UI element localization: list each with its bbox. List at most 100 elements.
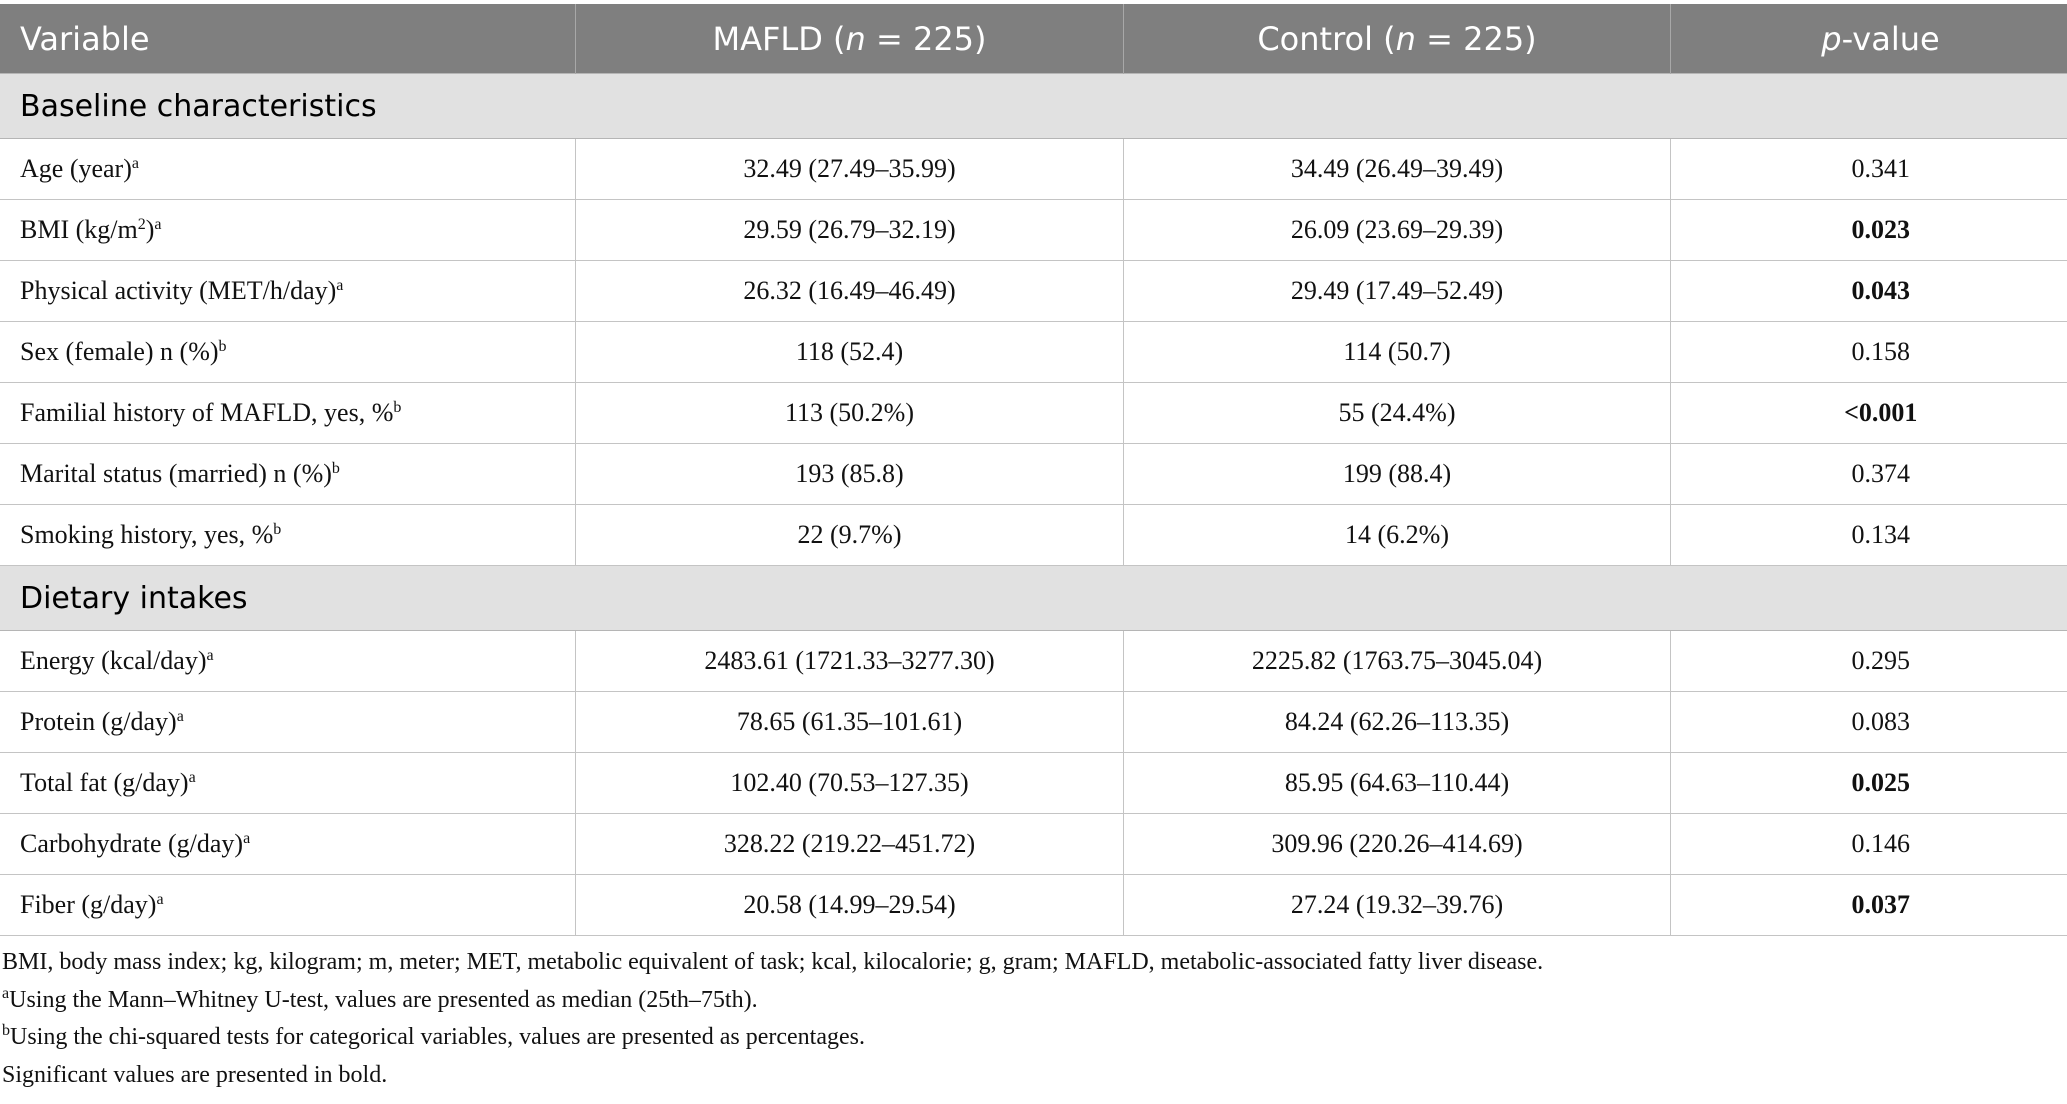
table-cell: Fiber (g/day)a bbox=[0, 874, 576, 936]
superscript: a bbox=[336, 277, 344, 294]
superscript: a bbox=[243, 830, 251, 847]
footnote: bUsing the chi-squared tests for categor… bbox=[0, 1019, 2067, 1057]
text-part: Variable bbox=[20, 19, 150, 58]
text-part: = 225) bbox=[1415, 19, 1537, 58]
text-part: Physical activity (MET/h/day) bbox=[20, 276, 337, 305]
text-part: = 225) bbox=[865, 19, 987, 58]
cell-text: 55 (24.4%) bbox=[1338, 398, 1456, 427]
table-cell: 27.24 (19.32–39.76) bbox=[1123, 874, 1671, 936]
cell-text: 193 (85.8) bbox=[795, 459, 904, 488]
footnote: aUsing the Mann–Whitney U-test, values a… bbox=[0, 982, 2067, 1020]
cell-text: 78.65 (61.35–101.61) bbox=[736, 707, 963, 736]
table-cell: Marital status (married) n (%)b bbox=[0, 443, 576, 505]
text-part: Total fat (g/day) bbox=[20, 768, 189, 797]
superscript: b bbox=[2, 1022, 10, 1039]
data-row: Total fat (g/day)a 102.40 (70.53–127.35) 8… bbox=[0, 752, 2067, 814]
table-cell: 34.49 (26.49–39.49) bbox=[1123, 138, 1671, 200]
table-cell: Carbohydrate (g/day)a bbox=[0, 813, 576, 875]
superscript: a bbox=[188, 769, 196, 786]
text-part: 0.158 bbox=[1851, 337, 1911, 366]
text-part: 0.341 bbox=[1851, 154, 1911, 183]
table-cell: 78.65 (61.35–101.61) bbox=[575, 691, 1124, 753]
footnote: Significant values are presented in bold… bbox=[0, 1057, 2067, 1095]
table-cell: 2225.82 (1763.75–3045.04) bbox=[1123, 630, 1671, 692]
header-row: Variable MAFLD (n = 225) Control (n = 225)… bbox=[0, 4, 2067, 74]
data-row: Protein (g/day)a 78.65 (61.35–101.61) 84.2… bbox=[0, 691, 2067, 753]
data-row: Fiber (g/day)a 20.58 (14.99–29.54) 27.24 (… bbox=[0, 874, 2067, 936]
table-cell: Physical activity (MET/h/day)a bbox=[0, 260, 576, 322]
data-table: Variable MAFLD (n = 225) Control (n = 225)… bbox=[0, 4, 2067, 936]
superscript: a bbox=[154, 216, 162, 233]
table-cell: 0.083 bbox=[1670, 691, 2067, 753]
cell-text: 27.24 (19.32–39.76) bbox=[1290, 890, 1504, 919]
cell-text: 26.09 (23.69–29.39) bbox=[1290, 215, 1504, 244]
table-cell: 0.374 bbox=[1670, 443, 2067, 505]
table-cell: 0.025 bbox=[1670, 752, 2067, 814]
text-part: Age (year) bbox=[20, 154, 132, 183]
text-part: Fiber (g/day) bbox=[20, 890, 157, 919]
text-part: BMI, body mass index; kg, kilogram; m, m… bbox=[2, 949, 1544, 975]
text-part: n bbox=[845, 19, 866, 58]
text-part: Energy (kcal/day) bbox=[20, 646, 207, 675]
table-cell: 0.037 bbox=[1670, 874, 2067, 936]
cell-text: 20.58 (14.99–29.54) bbox=[743, 890, 956, 919]
text-part: 0.043 bbox=[1851, 276, 1911, 305]
table-cell: 55 (24.4%) bbox=[1123, 382, 1671, 444]
table-cell: 26.32 (16.49–46.49) bbox=[575, 260, 1124, 322]
text-part: MAFLD ( bbox=[712, 19, 846, 58]
text-part: ) bbox=[145, 215, 155, 244]
text-part: 0.025 bbox=[1851, 768, 1911, 797]
text-part: Smoking history, yes, % bbox=[20, 520, 274, 549]
table-cell: 26.09 (23.69–29.39) bbox=[1123, 199, 1671, 261]
table-cell: 0.023 bbox=[1670, 199, 2067, 261]
table-cell: <0.001 bbox=[1670, 382, 2067, 444]
cell-text: 2483.61 (1721.33–3277.30) bbox=[704, 646, 995, 675]
superscript: a bbox=[176, 708, 184, 725]
table-cell: 118 (52.4) bbox=[575, 321, 1124, 383]
cell-text: 34.49 (26.49–39.49) bbox=[1290, 154, 1504, 183]
cell-text: 14 (6.2%) bbox=[1345, 520, 1449, 549]
table-cell: 199 (88.4) bbox=[1123, 443, 1671, 505]
table-cell: Familial history of MAFLD, yes, %b bbox=[0, 382, 576, 444]
superscript: a bbox=[131, 155, 139, 172]
cell-text: 113 (50.2%) bbox=[784, 398, 914, 427]
table-cell: 102.40 (70.53–127.35) bbox=[575, 752, 1124, 814]
superscript: b bbox=[218, 338, 227, 355]
text-part: Significant values are presented in bold… bbox=[2, 1061, 388, 1088]
table-cell: 85.95 (64.63–110.44) bbox=[1123, 752, 1671, 814]
table-cell: 29.49 (17.49–52.49) bbox=[1123, 260, 1671, 322]
table-cell: 114 (50.7) bbox=[1123, 321, 1671, 383]
table-cell: 0.295 bbox=[1670, 630, 2067, 692]
data-row: Marital status (married) n (%)b 193 (85.8… bbox=[0, 443, 2067, 505]
table-cell: 20.58 (14.99–29.54) bbox=[575, 874, 1124, 936]
section-title: Baseline characteristics bbox=[0, 73, 2067, 139]
text-part: n bbox=[1395, 19, 1416, 58]
text-part: <0.001 bbox=[1844, 398, 1918, 427]
table-cell: 14 (6.2%) bbox=[1123, 504, 1671, 566]
text-part: Marital status (married) n (%) bbox=[20, 459, 332, 488]
table-cell: Total fat (g/day)a bbox=[0, 752, 576, 814]
table-cell: Sex (female) n (%)b bbox=[0, 321, 576, 383]
cell-text: 2225.82 (1763.75–3045.04) bbox=[1251, 646, 1543, 675]
superscript: a bbox=[2, 984, 10, 1002]
data-row: Carbohydrate (g/day)a 328.22 (219.22–451.… bbox=[0, 813, 2067, 875]
header-cell: MAFLD (n = 225) bbox=[575, 4, 1124, 74]
cell-text: 309.96 (220.26–414.69) bbox=[1271, 829, 1523, 858]
text-part: 0.083 bbox=[1851, 707, 1911, 736]
table-cell: 309.96 (220.26–414.69) bbox=[1123, 813, 1671, 875]
data-row: Age (year)a 32.49 (27.49–35.99) 34.49 (26.… bbox=[0, 138, 2067, 200]
superscript: a bbox=[206, 647, 214, 664]
data-row: Familial history of MAFLD, yes, %b 113 (5… bbox=[0, 382, 2067, 444]
cell-text: 22 (9.7%) bbox=[797, 520, 902, 549]
section-row: Dietary intakes bbox=[0, 565, 2067, 631]
cell-text: 26.32 (16.49–46.49) bbox=[743, 276, 956, 305]
table-cell: 32.49 (27.49–35.99) bbox=[575, 138, 1124, 200]
header-cell: Control (n = 225) bbox=[1123, 4, 1671, 74]
table-cell: 0.341 bbox=[1670, 138, 2067, 200]
text-part: 0.037 bbox=[1851, 890, 1911, 919]
superscript: b bbox=[393, 399, 402, 416]
cell-text: 84.24 (62.26–113.35) bbox=[1284, 707, 1510, 736]
table-cell: 0.146 bbox=[1670, 813, 2067, 875]
header-cell: Variable bbox=[0, 4, 576, 74]
